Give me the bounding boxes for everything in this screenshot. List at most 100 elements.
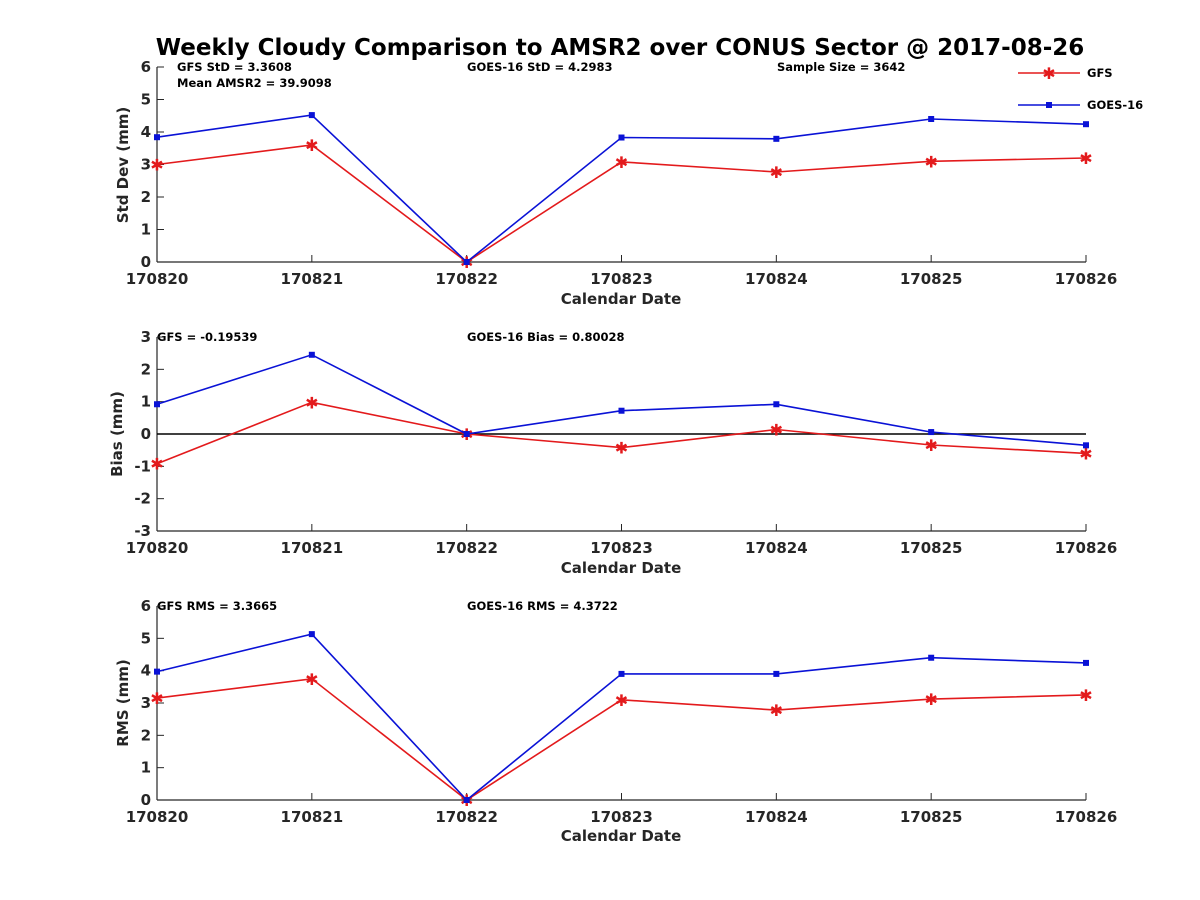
rms-goes16-point [308,631,315,638]
gfs-std-annotation: GFS StD = 3.3608 [177,60,292,74]
legend-goes-label: GOES-16 [1087,98,1143,112]
rms-y-tick-label: 3 [141,694,151,712]
std-goes16-point [1083,121,1089,128]
rms-gfs-point: ✱ [305,670,318,689]
bias-y-tick-label: 0 [141,425,151,443]
legend-gfs-marker: ✱ [1042,64,1055,83]
rms-y-tick-label: 0 [141,791,151,809]
bias-x-tick-label: 170825 [900,539,963,557]
bias-y-tick-label: -3 [134,522,151,540]
legend: ✱ GFS GOES-16 [1018,64,1143,112]
legend-goes-marker [1046,102,1052,108]
rms-goes16-point [1083,659,1089,666]
std-x-tick-label: 170821 [281,270,344,288]
bias-gfs-line [156,401,1087,465]
bias-x-tick-label: 170820 [126,539,189,557]
bias-goes16-point [928,429,935,436]
bias-goes16-point [618,407,625,414]
std-dev-y-label: Std Dev (mm) [114,107,132,224]
mean-amsr2-annotation: Mean AMSR2 = 39.9098 [177,76,332,90]
rms-x-tick-label: 170823 [590,808,653,826]
std-x-tick-label: 170823 [590,270,653,288]
std-goes16-point [463,259,470,265]
std-x-tick-label: 170822 [435,270,498,288]
std-gfs-point: ✱ [924,152,937,171]
bias-gfs-point: ✱ [1079,444,1092,463]
std-y-tick-label: 6 [141,58,151,76]
std-y-tick-label: 1 [141,221,151,239]
bias-x-tick-label: 170826 [1055,539,1118,557]
bias-gfs-point: ✱ [924,436,937,455]
bias-gfs-point: ✱ [150,455,163,474]
bias-x-tick-label: 170823 [590,539,653,557]
bias-x-tick-label: 170822 [435,539,498,557]
std-y-tick-label: 5 [141,91,151,109]
rms-y-tick-label: 5 [141,629,151,647]
goes-std-annotation: GOES-16 StD = 4.2983 [467,60,612,74]
bias-goes16-point [773,401,780,408]
std-goes16-point [928,116,935,122]
bias-y-tick-label: -1 [134,457,151,475]
std-y-tick-label: 2 [141,188,151,206]
bias-y-tick-label: 2 [141,360,151,378]
std-x-tick-label: 170826 [1055,270,1118,288]
bias-goes16-point [463,431,470,437]
gfs-rms-annotation: GFS RMS = 3.3665 [157,599,277,613]
rms-x-tick-label: 170824 [745,808,808,826]
goes-rms-annotation: GOES-16 RMS = 4.3722 [467,599,618,613]
rms-goes16-point [463,797,470,803]
std-dev-x-label: Calendar Date [561,290,682,308]
rms-x-tick-label: 170822 [435,808,498,826]
rms-goes16-point [154,668,160,675]
rms-goes16-point [928,654,935,661]
rms-x-tick-label: 170825 [900,808,963,826]
std-goes16-point [773,135,780,142]
rms-gfs-point: ✱ [924,690,937,709]
bias-y-tick-label: 3 [141,328,151,346]
figure-title: Weekly Cloudy Comparison to AMSR2 over C… [156,35,1085,61]
std-x-tick-label: 170824 [745,270,808,288]
std-gfs-point: ✱ [150,156,163,175]
bias-gfs-point: ✱ [615,439,628,458]
bias-x-label: Calendar Date [561,559,682,577]
bias-goes16-point [1083,442,1089,449]
bias-goes16-line [156,353,1087,447]
rms-gfs-point: ✱ [1079,686,1092,705]
std-gfs-point: ✱ [1079,149,1092,168]
bias-y-tick-label: -2 [134,490,151,508]
rms-gfs-point: ✱ [615,691,628,710]
rms-y-tick-label: 2 [141,726,151,744]
rms-y-label: RMS (mm) [114,659,132,746]
std-goes16-point [154,134,160,141]
std-goes16-point [618,134,625,141]
bias-gfs-point: ✱ [305,393,318,412]
std-gfs-point: ✱ [615,153,628,172]
gfs-bias-annotation: GFS = -0.19539 [157,330,257,344]
std-gfs-line [156,144,1087,263]
bias-x-tick-label: 170821 [281,539,344,557]
rms-goes16-line [156,633,1087,802]
rms-gfs-point: ✱ [770,701,783,720]
bias-panel: GFS = -0.19539 GOES-16 Bias = 0.80028 Bi… [108,328,1117,577]
std-y-tick-label: 3 [141,156,151,174]
bias-y-tick-label: 1 [141,393,151,411]
bias-x-tick-label: 170824 [745,539,808,557]
rms-x-tick-label: 170826 [1055,808,1118,826]
std-y-tick-label: 0 [141,253,151,271]
rms-x-tick-label: 170820 [126,808,189,826]
rms-x-label: Calendar Date [561,827,682,845]
rms-y-tick-label: 6 [141,597,151,615]
rms-y-tick-label: 4 [141,662,151,680]
std-dev-panel: GFS StD = 3.3608 Mean AMSR2 = 39.9098 GO… [114,58,1117,308]
rms-panel: GFS RMS = 3.3665 GOES-16 RMS = 4.3722 RM… [114,597,1117,845]
sample-size-annotation: Sample Size = 3642 [777,60,905,74]
rms-goes16-point [618,670,625,677]
bias-y-label: Bias (mm) [108,391,126,477]
rms-y-tick-label: 1 [141,759,151,777]
rms-gfs-line [156,677,1087,801]
bias-gfs-point: ✱ [770,420,783,439]
std-goes16-point [308,112,315,119]
goes-bias-annotation: GOES-16 Bias = 0.80028 [467,330,624,344]
rms-gfs-point: ✱ [150,689,163,708]
bias-goes16-point [308,351,315,358]
